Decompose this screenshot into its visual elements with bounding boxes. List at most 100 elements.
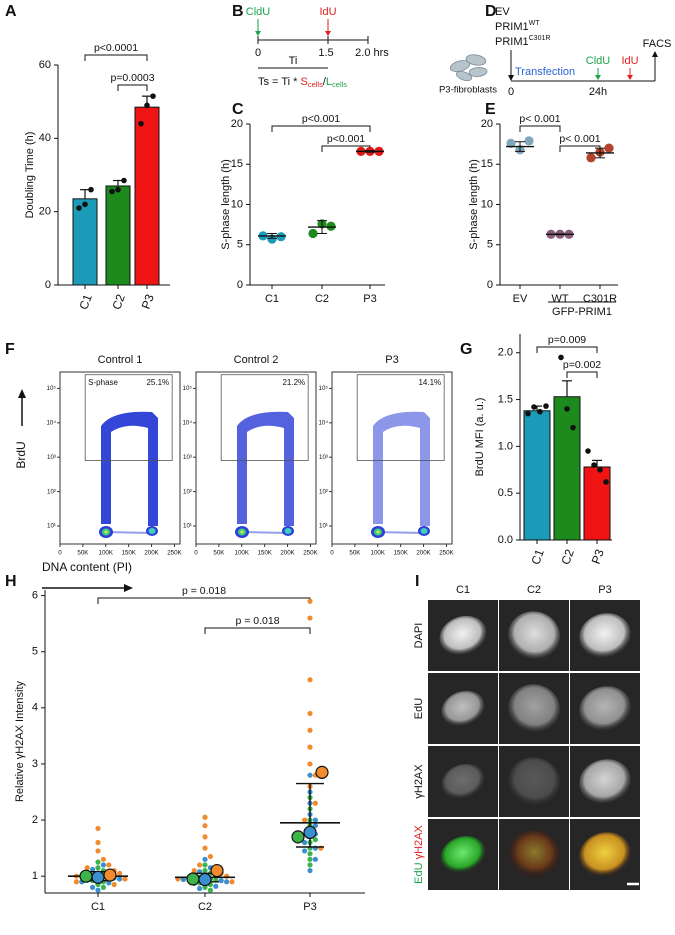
gate-percent: 21.2% xyxy=(282,378,305,387)
x-tick-label: P3 xyxy=(139,292,157,311)
y-tick-label: 6 xyxy=(32,590,38,602)
x-tick-label: 0 xyxy=(58,550,62,557)
data-point xyxy=(202,814,208,820)
data-point xyxy=(307,710,313,717)
data-point xyxy=(276,232,286,242)
formula: Ts = Ti * Scells/Lcells xyxy=(258,76,347,89)
significance-label: p<0.0001 xyxy=(94,42,138,54)
data-point xyxy=(597,466,603,473)
formula-part: S xyxy=(301,76,308,88)
column-label: C2 xyxy=(527,584,541,596)
data-point xyxy=(224,879,230,885)
plot-title: Control 1 xyxy=(98,354,143,366)
x-tick-label: 250K xyxy=(439,550,454,557)
nucleus xyxy=(508,830,560,879)
gate-percent: 14.1% xyxy=(418,378,441,387)
x-tick-label: P3 xyxy=(363,293,376,305)
y-axis-label: BrdU MFI (a. u.) xyxy=(474,398,486,477)
replicate-mean xyxy=(210,863,224,878)
condition-name: PRIM1 xyxy=(495,21,529,33)
nucleus xyxy=(508,757,560,806)
row-label: EdU xyxy=(413,698,425,719)
data-point xyxy=(90,884,96,890)
y-tick-label: 10⁴ xyxy=(318,419,328,426)
y-tick-label: 0 xyxy=(237,279,243,291)
y-tick-label: 10² xyxy=(183,488,192,495)
data-point xyxy=(117,876,123,882)
data-point xyxy=(109,188,115,195)
nucleus xyxy=(441,690,485,727)
x-tick-label: C2 xyxy=(558,547,577,567)
data-point xyxy=(506,138,516,148)
data-point xyxy=(604,143,614,153)
y-tick-label: 10³ xyxy=(183,454,192,461)
data-point xyxy=(603,479,609,485)
y-tick-label: 60 xyxy=(39,59,51,71)
panel-letter: C xyxy=(232,101,244,118)
gate xyxy=(84,374,173,461)
x-tick-label: 50K xyxy=(349,550,361,557)
y-axis-label: Relative γH2AX Intensity xyxy=(14,680,26,802)
x-tick-label: C1 xyxy=(91,901,105,913)
data-point xyxy=(122,876,128,882)
formula-part: cells xyxy=(332,80,347,89)
data-point xyxy=(307,867,313,874)
bar xyxy=(523,410,551,541)
panel-letter: H xyxy=(5,573,17,590)
row-label-merge: EdU γH2AX xyxy=(413,825,425,884)
data-point xyxy=(307,744,313,750)
y-tick-label: 10 xyxy=(231,198,243,210)
data-point xyxy=(197,862,203,868)
condition-sup: WT xyxy=(529,20,541,27)
significance-bracket xyxy=(536,346,598,353)
x-tick-label: 100K xyxy=(99,550,114,557)
data-point xyxy=(531,404,537,410)
replicate-mean xyxy=(198,872,212,887)
row-label: γH2AX xyxy=(413,764,425,799)
y-tick-label: 2 xyxy=(32,814,38,826)
data-point xyxy=(95,839,101,846)
data-point xyxy=(115,186,121,193)
panel-letter: I xyxy=(415,573,419,590)
significance-bracket xyxy=(84,54,148,61)
data-point xyxy=(307,851,313,857)
significance-label: p=0.002 xyxy=(563,359,601,371)
data-point xyxy=(229,879,235,885)
significance-bracket xyxy=(271,125,371,132)
time-label: 2.0 hrs xyxy=(355,47,389,59)
y-tick-label: 20 xyxy=(481,118,493,130)
significance-bracket xyxy=(559,145,601,152)
data-point xyxy=(88,186,94,193)
y-tick-label: 10² xyxy=(47,488,56,495)
condition-name: PRIM1 xyxy=(495,36,529,48)
cells-label: P3-fibroblasts xyxy=(439,85,497,96)
formula-part: L xyxy=(326,76,332,88)
data-point xyxy=(100,856,106,862)
x-tick-label: C1 xyxy=(265,293,279,305)
gate-label: S-phase xyxy=(88,378,118,387)
x-tick-label: C2 xyxy=(109,292,128,312)
data-point xyxy=(121,177,127,184)
data-point xyxy=(73,879,79,885)
data-point xyxy=(307,598,313,604)
bar xyxy=(134,106,160,286)
data-point xyxy=(312,800,318,806)
data-point xyxy=(95,825,101,832)
data-point xyxy=(202,823,208,829)
significance-bracket xyxy=(117,84,148,91)
bar xyxy=(72,198,98,286)
y-axis-label: BrdU xyxy=(14,441,28,468)
merge-channel: γH2AX xyxy=(413,825,425,860)
x-tick-label: EV xyxy=(513,293,528,305)
data-point xyxy=(307,727,313,733)
data-point xyxy=(202,867,208,874)
significance-label: p< 0.001 xyxy=(519,113,560,125)
data-point xyxy=(312,856,318,862)
time-label: 1.5 xyxy=(318,47,333,59)
x-tick-label: 100K xyxy=(371,550,386,557)
data-point xyxy=(197,885,203,892)
data-point xyxy=(307,677,313,683)
y-tick-label: 5 xyxy=(237,239,243,251)
y-tick-label: 0 xyxy=(487,279,493,291)
